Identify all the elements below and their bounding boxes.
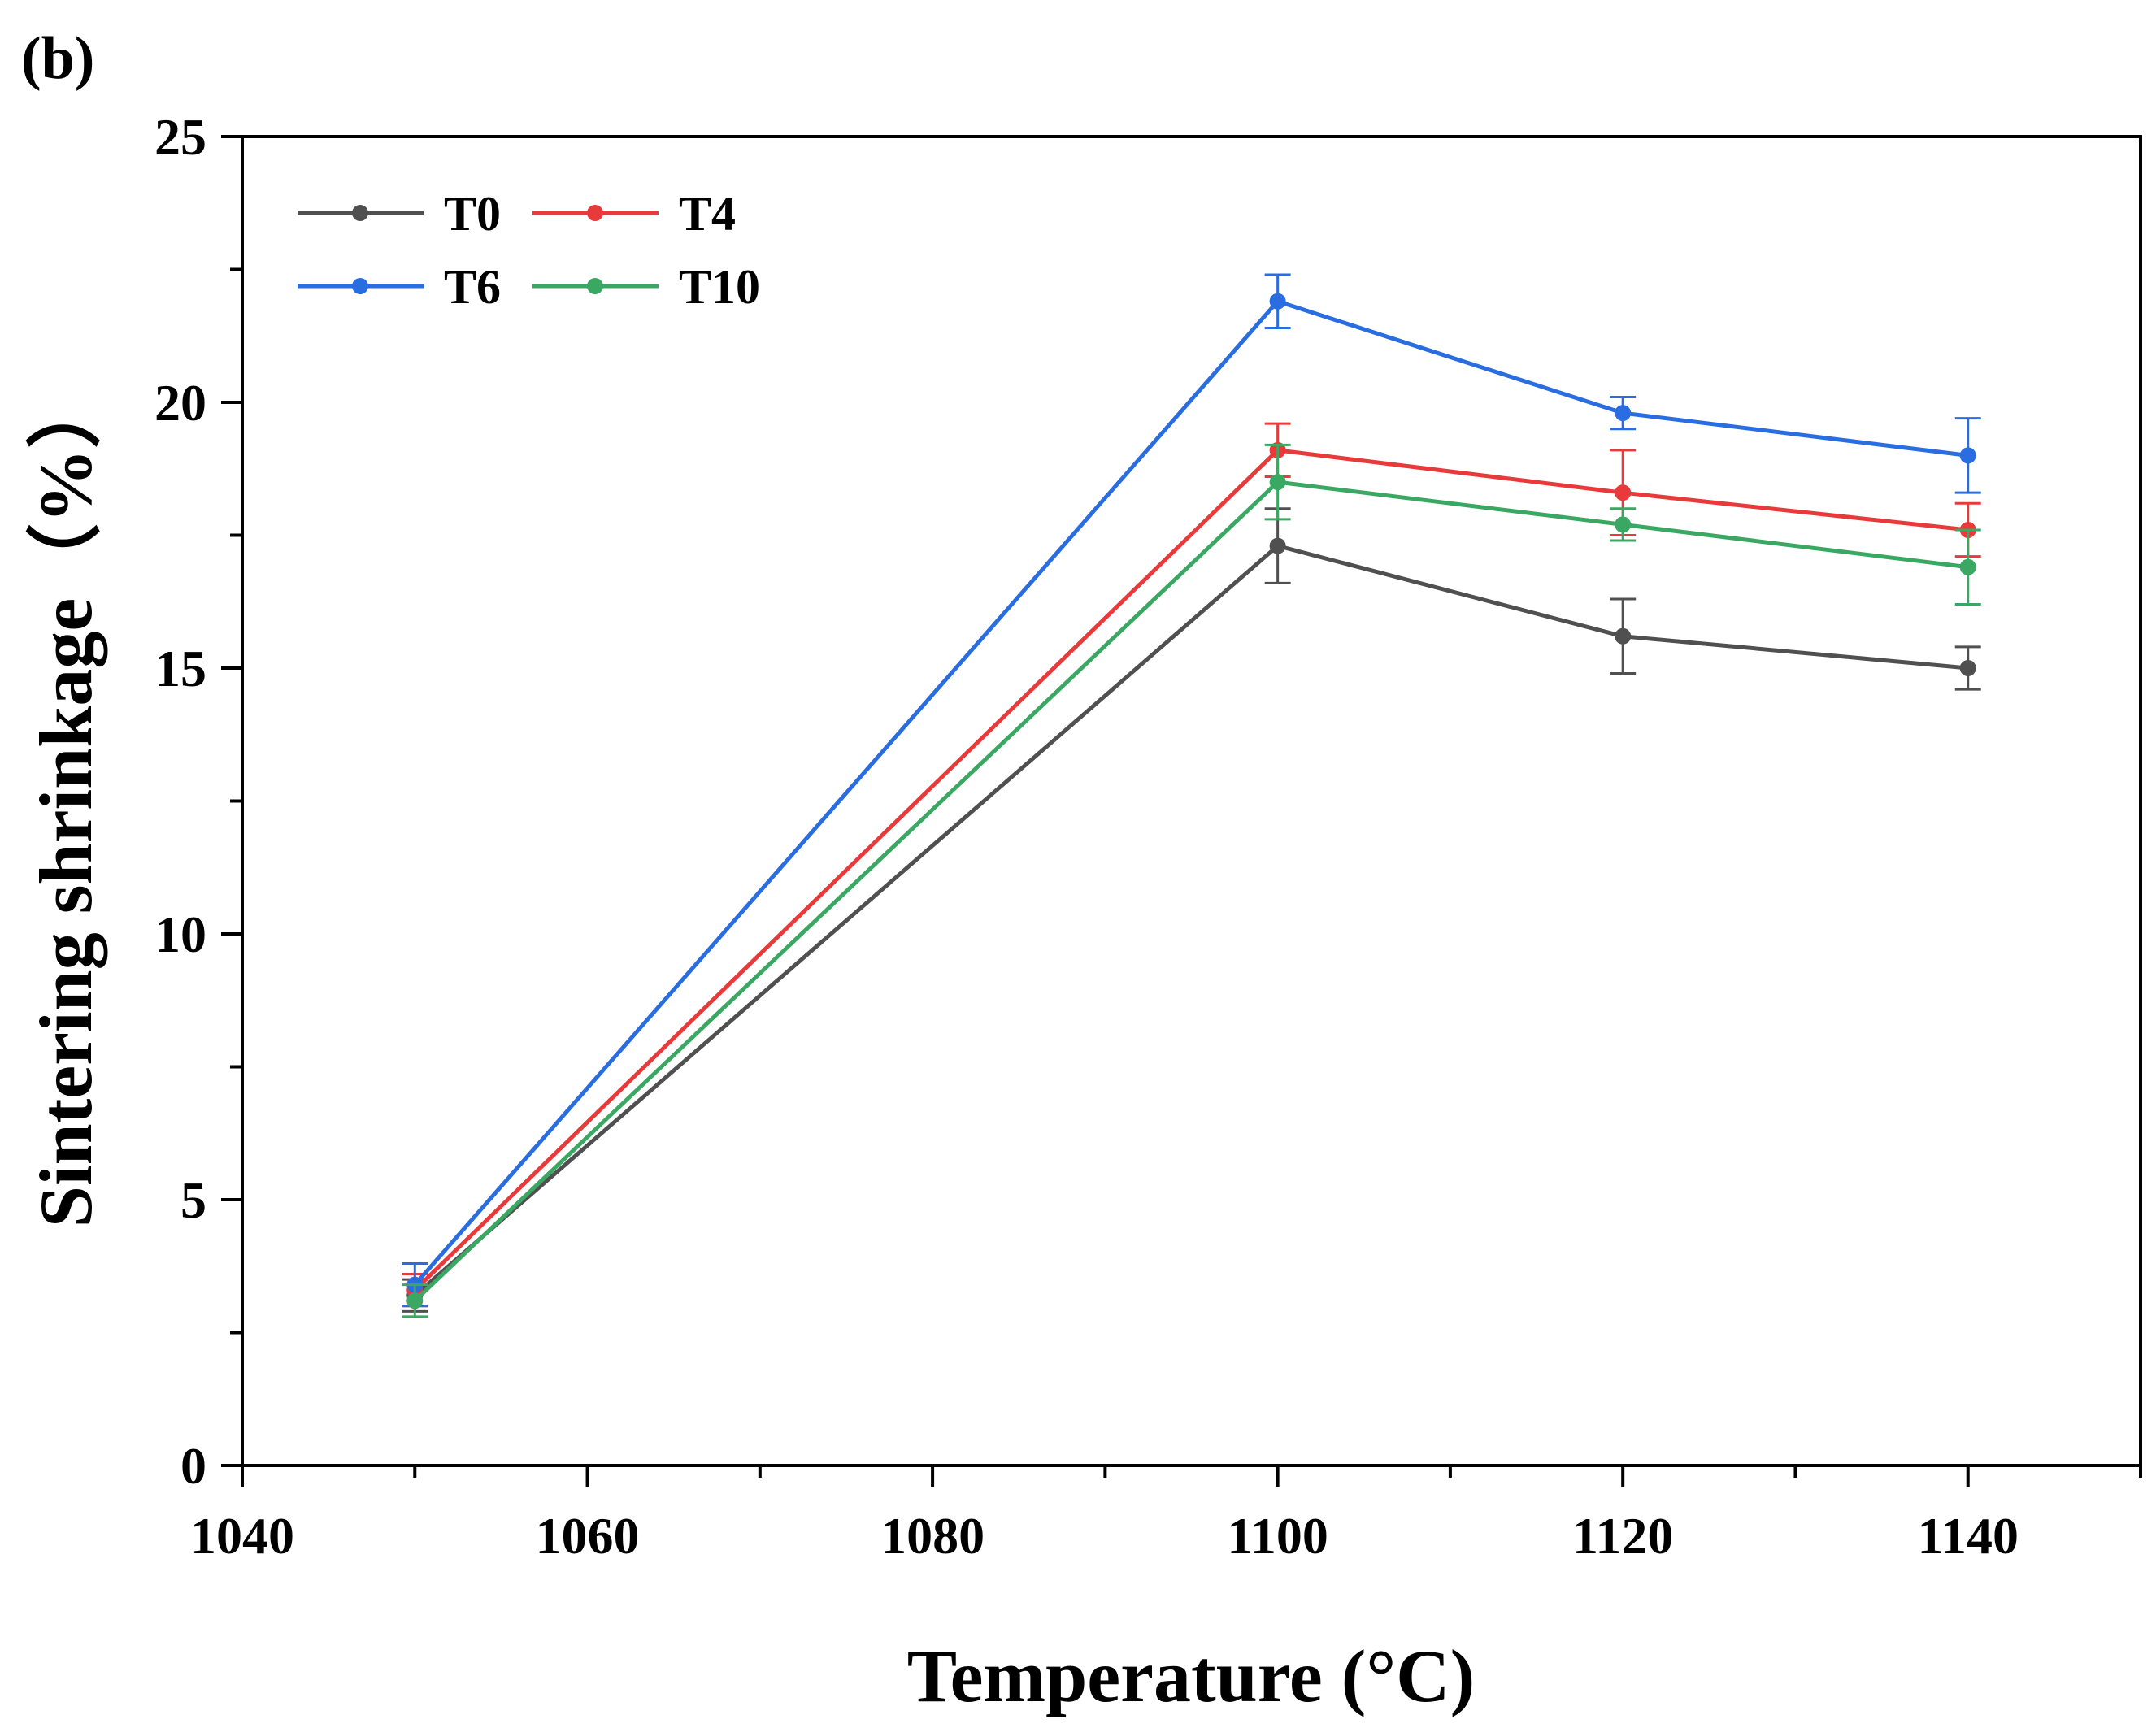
series-T4	[402, 422, 1981, 1308]
data-point	[406, 1292, 424, 1309]
data-point	[1959, 447, 1976, 464]
data-point	[1959, 660, 1976, 676]
y-tick-label: 15	[154, 640, 206, 697]
legend-label: T10	[679, 260, 760, 314]
legend-marker	[587, 278, 603, 294]
legend-label: T4	[679, 187, 736, 241]
series-T10	[402, 443, 1981, 1318]
series-T6	[402, 273, 1981, 1308]
data-point	[1615, 516, 1632, 533]
y-tick-label: 20	[154, 374, 206, 432]
series-line-T4	[413, 448, 1968, 1292]
series-line-T0	[413, 544, 1968, 1297]
legend: T0 T4 T6 T10	[298, 187, 760, 314]
legend-marker	[587, 205, 603, 221]
legend-item-T10: T10	[532, 260, 760, 314]
x-axis-title: Temperature (°C)	[907, 1635, 1476, 1717]
y-tick-label: 10	[154, 905, 206, 963]
series-line-T6	[413, 299, 1969, 1287]
data-point	[1269, 293, 1286, 310]
panel-label: (b)	[21, 25, 94, 92]
data-point	[1959, 558, 1976, 575]
series-layer	[402, 273, 1981, 1318]
legend-item-T0: T0	[298, 187, 501, 241]
data-point	[1615, 484, 1632, 501]
x-tick-label: 1060	[536, 1507, 640, 1565]
data-point	[1269, 537, 1286, 554]
legend-label: T6	[444, 260, 501, 314]
x-axis-ticks: 1040 1060 1080 1100 1120 1140	[190, 1465, 2142, 1565]
y-tick-label: 5	[180, 1171, 206, 1229]
legend-marker	[352, 205, 368, 221]
x-tick-label: 1120	[1572, 1507, 1673, 1565]
series-T0	[402, 507, 1981, 1313]
data-point	[1269, 474, 1286, 491]
data-point	[1615, 627, 1632, 645]
y-axis-ticks: 0 5 10 15 20 25	[154, 108, 242, 1495]
x-tick-label: 1040	[190, 1507, 294, 1565]
legend-marker	[352, 278, 368, 294]
y-axis-title: Sintering shrinkage（%）	[24, 374, 107, 1227]
x-tick-label: 1080	[880, 1507, 985, 1565]
data-point	[1615, 405, 1632, 422]
y-tick-label: 25	[154, 108, 206, 166]
legend-label: T0	[444, 187, 501, 241]
legend-item-T4: T4	[532, 187, 736, 241]
x-tick-label: 1140	[1917, 1507, 2018, 1565]
legend-item-T6: T6	[298, 260, 501, 314]
x-tick-label: 1100	[1227, 1507, 1328, 1565]
plot-frame	[241, 135, 2142, 1467]
series-line-T10	[413, 480, 1969, 1303]
y-tick-label: 0	[180, 1437, 206, 1495]
